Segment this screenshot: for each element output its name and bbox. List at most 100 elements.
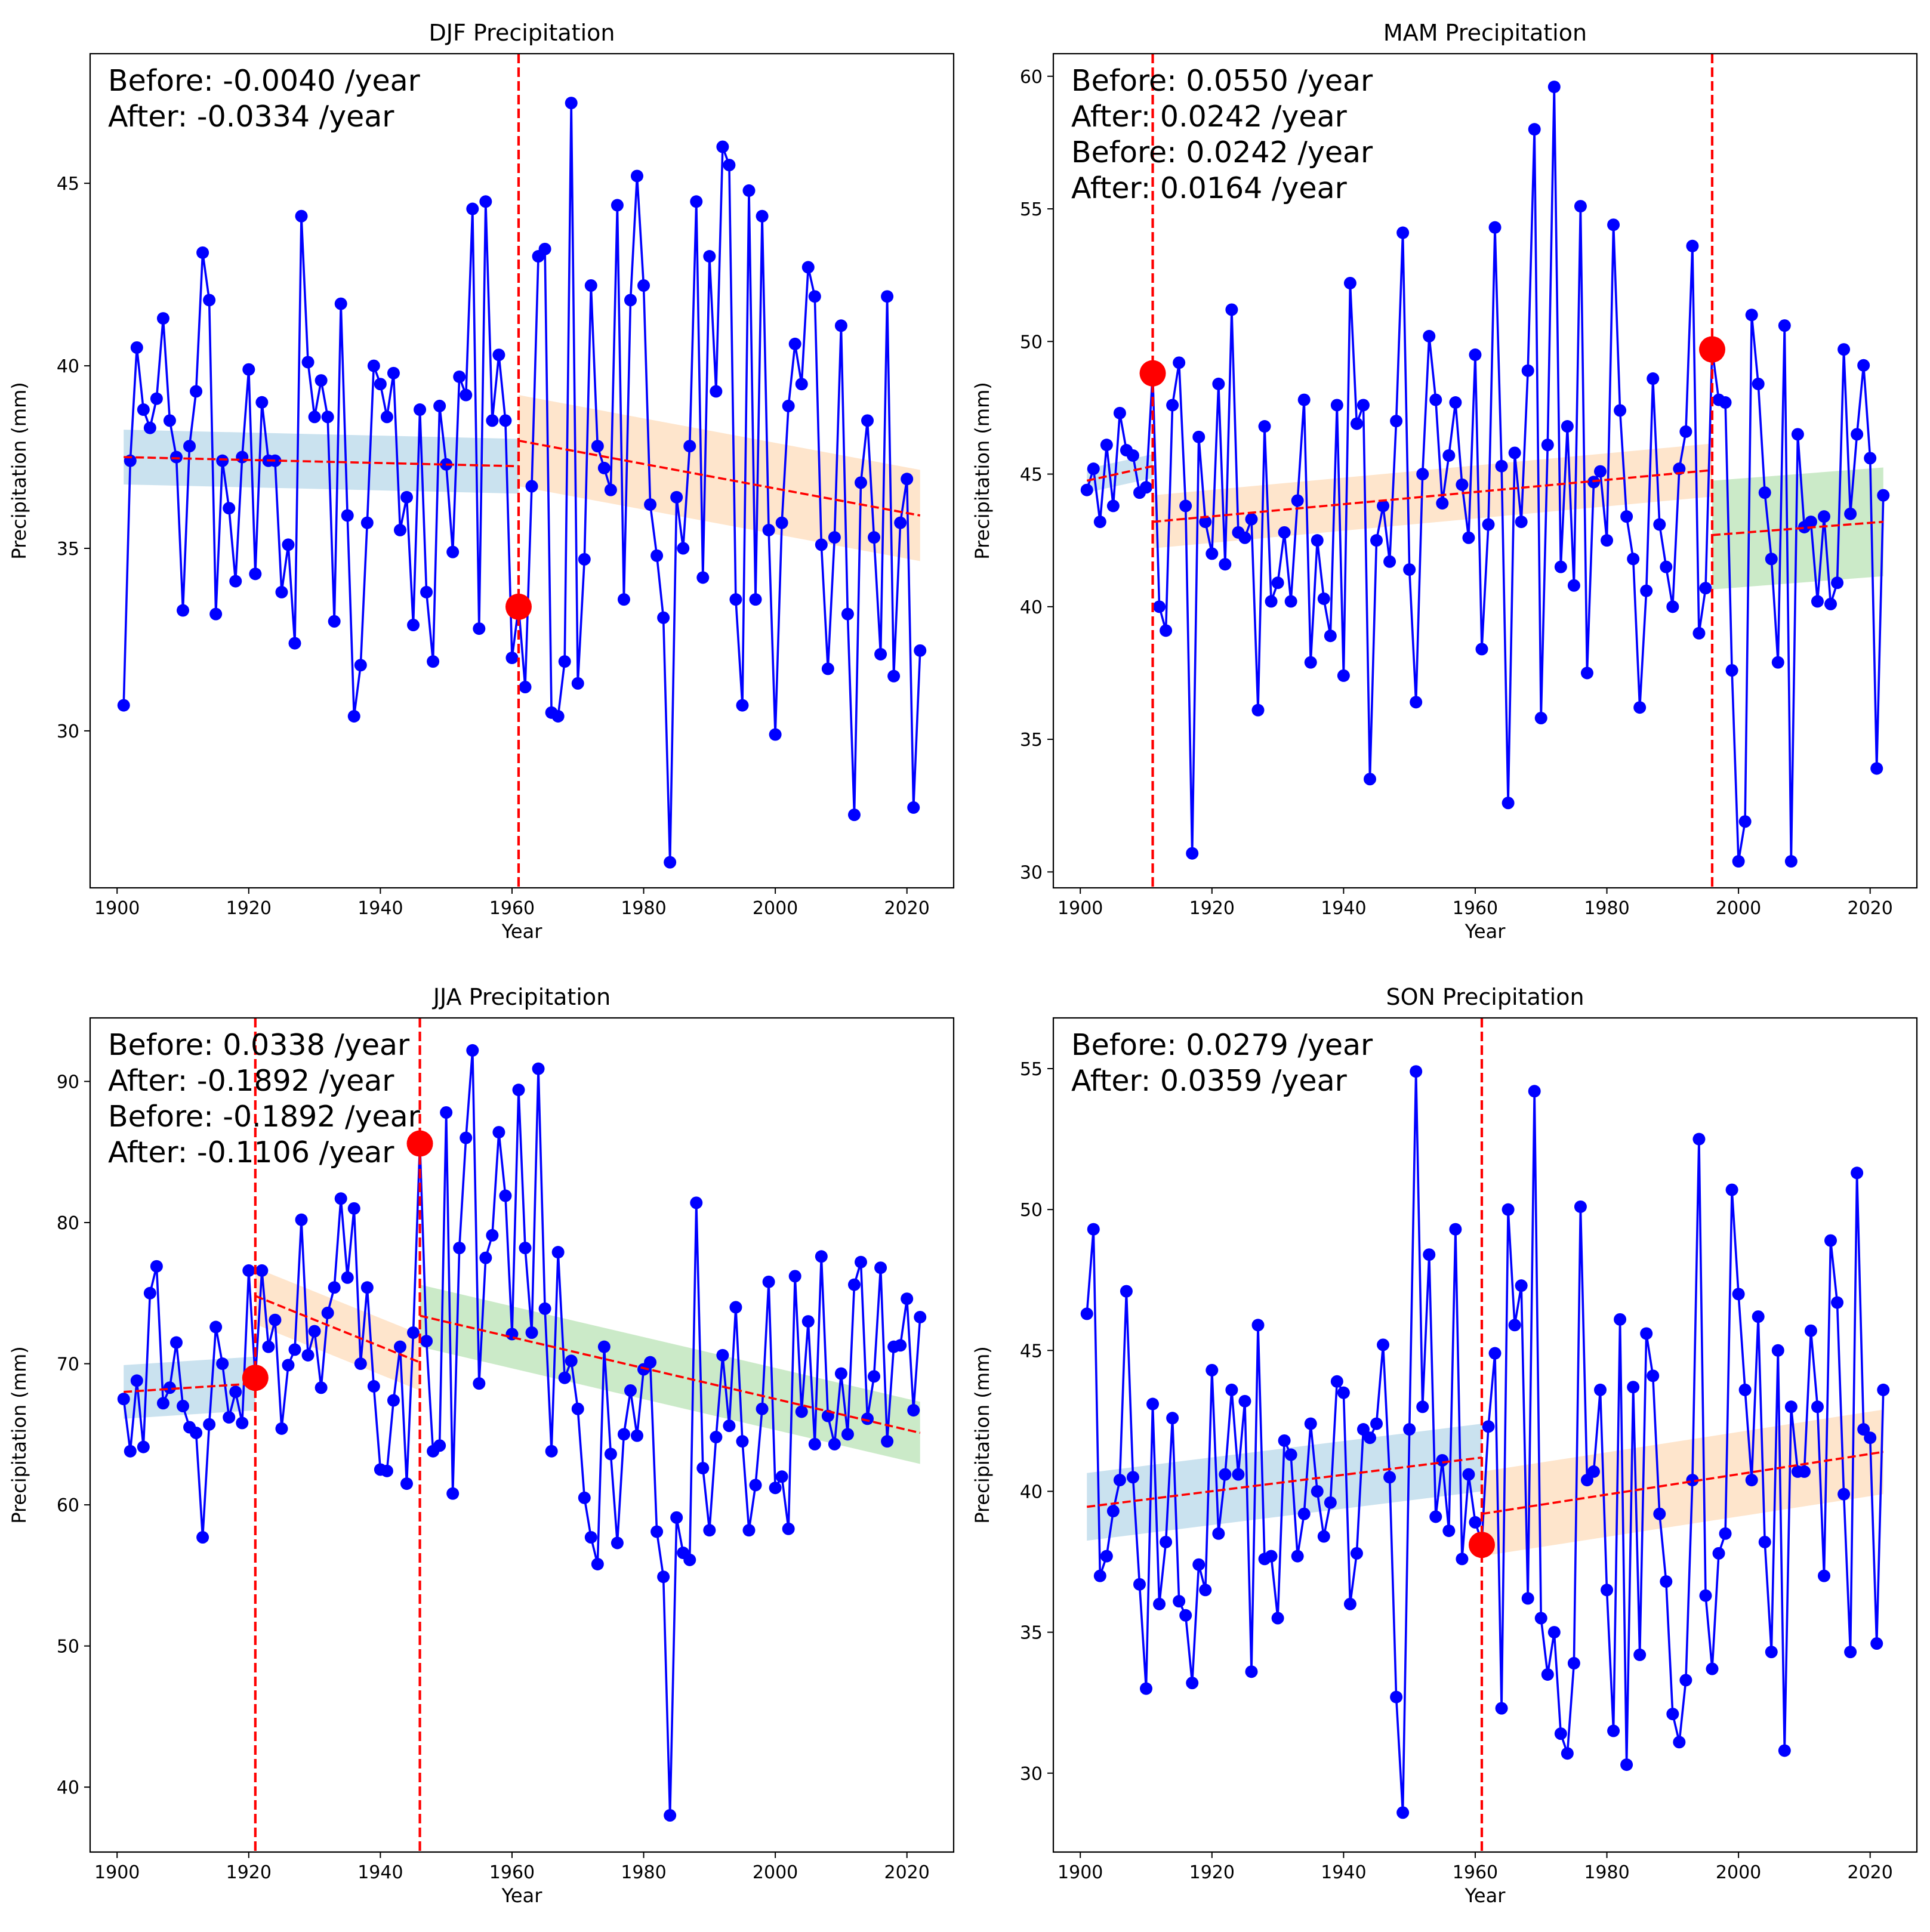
trend-line-1 xyxy=(124,1382,255,1393)
data-point xyxy=(1817,510,1830,523)
data-point xyxy=(801,261,815,274)
data-point xyxy=(657,611,670,624)
data-point xyxy=(1343,277,1356,290)
data-point xyxy=(591,440,604,453)
data-point xyxy=(216,454,229,467)
data-point xyxy=(143,1286,156,1300)
x-tick-label: 1920 xyxy=(1189,1862,1235,1883)
data-point xyxy=(1410,696,1423,709)
data-point xyxy=(1502,1203,1515,1216)
y-axis-label: Precipitation (mm) xyxy=(971,1346,994,1524)
data-point xyxy=(473,1377,486,1390)
data-point xyxy=(1515,1279,1528,1292)
data-point xyxy=(183,440,196,453)
y-tick-label: 40 xyxy=(1020,597,1043,618)
data-point xyxy=(1106,499,1120,513)
data-point xyxy=(1857,359,1870,372)
data-point xyxy=(749,593,762,606)
data-point xyxy=(262,1340,275,1353)
data-point xyxy=(1692,626,1706,640)
data-point xyxy=(578,1491,591,1504)
data-point xyxy=(664,1808,677,1822)
data-point xyxy=(440,1106,453,1119)
data-point xyxy=(499,414,512,427)
data-point xyxy=(1831,1296,1844,1309)
x-axis-label: Year xyxy=(1465,1884,1506,1907)
data-point xyxy=(308,411,321,424)
data-point xyxy=(1278,526,1291,539)
data-point xyxy=(124,1445,137,1458)
x-tick-label: 1980 xyxy=(621,1862,666,1883)
data-point xyxy=(1528,1085,1541,1098)
data-point xyxy=(393,523,406,536)
y-tick-label: 90 xyxy=(57,1072,79,1092)
data-point xyxy=(1811,1400,1824,1413)
data-point xyxy=(1574,200,1587,213)
data-point xyxy=(1692,1132,1706,1146)
panel-title: SON Precipitation xyxy=(1386,984,1584,1010)
data-point xyxy=(117,1393,130,1406)
data-point xyxy=(1265,1550,1278,1563)
data-point xyxy=(1258,420,1271,433)
data-point xyxy=(901,1292,914,1306)
panel-son: SON Precipitation 1900 1920 1940 1960 1980 200… xyxy=(971,984,1918,1907)
data-point xyxy=(446,1487,460,1500)
data-point xyxy=(1370,534,1383,547)
data-point xyxy=(538,242,551,255)
data-point xyxy=(1080,1307,1093,1320)
data-point xyxy=(1330,399,1343,412)
data-point xyxy=(604,483,617,496)
data-point xyxy=(1765,1646,1778,1659)
axes-frame xyxy=(89,53,955,889)
data-point xyxy=(1160,624,1173,637)
data-point xyxy=(1673,1736,1686,1749)
x-tick-label: 1920 xyxy=(1189,898,1235,919)
data-point xyxy=(1778,319,1791,332)
data-point xyxy=(558,655,571,668)
y-tick-label: 30 xyxy=(1020,862,1043,883)
data-point xyxy=(631,169,644,183)
data-point xyxy=(1383,555,1396,568)
data-point xyxy=(1784,855,1798,868)
data-point xyxy=(532,1062,545,1075)
data-point xyxy=(1765,553,1778,566)
data-point xyxy=(209,1320,223,1334)
data-point xyxy=(1699,1589,1712,1602)
data-point xyxy=(427,655,440,668)
data-point xyxy=(703,250,716,263)
data-point xyxy=(1429,393,1442,406)
data-point xyxy=(1429,1510,1442,1523)
x-tick-label: 1900 xyxy=(1058,1862,1103,1883)
y-tick-label: 80 xyxy=(57,1213,79,1234)
data-point xyxy=(1738,815,1752,828)
data-point xyxy=(1732,1288,1745,1301)
data-point xyxy=(1278,1434,1291,1447)
data-point xyxy=(282,538,295,551)
data-point xyxy=(407,1326,420,1340)
data-point xyxy=(1594,1383,1607,1396)
data-point xyxy=(1547,81,1561,94)
data-point xyxy=(1633,1648,1647,1661)
y-tick-label: 40 xyxy=(57,1777,79,1798)
data-point xyxy=(255,1264,269,1277)
data-point xyxy=(1462,531,1475,544)
data-point xyxy=(453,1242,466,1255)
data-point xyxy=(177,1400,190,1413)
data-point xyxy=(1745,308,1758,322)
data-point xyxy=(1377,1338,1390,1351)
data-point xyxy=(1297,1507,1311,1520)
data-point xyxy=(611,199,624,212)
data-point xyxy=(163,1381,176,1394)
data-point xyxy=(861,1412,874,1425)
data-point xyxy=(169,1336,183,1349)
data-point xyxy=(1100,1550,1113,1563)
data-point xyxy=(1363,773,1376,786)
data-point xyxy=(1620,1758,1633,1771)
data-point xyxy=(1831,576,1844,590)
data-point xyxy=(190,385,203,398)
data-point xyxy=(466,1044,479,1057)
data-point xyxy=(1284,595,1297,608)
data-point xyxy=(288,637,301,650)
data-point xyxy=(1627,1381,1640,1394)
data-point xyxy=(1186,847,1199,860)
